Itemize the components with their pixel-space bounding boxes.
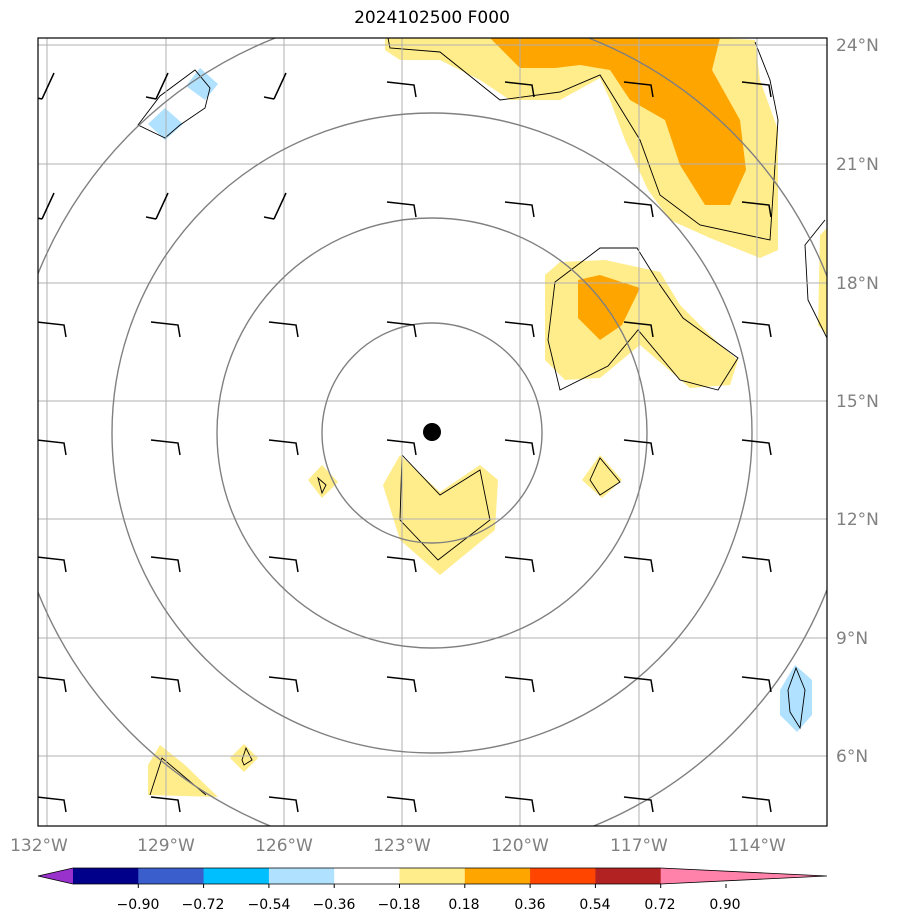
colorbar-tick-label: −0.18	[378, 897, 421, 913]
wind-barb	[623, 676, 654, 693]
colorbar-segment	[595, 868, 662, 884]
colorbar-outline	[37, 867, 828, 885]
wind-barb	[268, 676, 299, 693]
lon-label: 114°W	[728, 836, 786, 856]
wind-barb	[504, 439, 535, 456]
wind-barb	[38, 796, 67, 813]
wind-barb	[504, 81, 535, 98]
wind-barb	[268, 439, 299, 456]
colorbar-tick-label: 0.72	[644, 897, 675, 913]
lat-label: 21°N	[836, 155, 879, 175]
colorbar-tick-label: −0.90	[117, 897, 160, 913]
colorbar-tick-label: 0.90	[709, 897, 740, 913]
colorbar-segment	[138, 868, 205, 884]
colorbar-tick-label: −0.54	[248, 897, 291, 913]
wind-barb	[741, 676, 772, 693]
wind-barbs	[38, 72, 772, 813]
wind-barb	[386, 439, 417, 456]
colorbar-segment	[203, 868, 270, 884]
wind-barb	[741, 81, 772, 98]
colorbar-tick-label: 0.36	[514, 897, 545, 913]
colorbar-extension-high	[660, 868, 827, 884]
wind-barb	[741, 439, 772, 456]
colorbar-segment	[530, 868, 596, 884]
storm-center-marker	[423, 423, 441, 441]
lon-label: 126°W	[255, 836, 313, 856]
wind-barb	[150, 556, 181, 573]
wind-barb	[504, 321, 535, 338]
lon-label: 132°W	[10, 836, 68, 856]
lat-label: 24°N	[836, 36, 879, 56]
colorbar-tick-label: 0.54	[579, 897, 610, 913]
wind-barb	[741, 796, 772, 813]
positive-anomaly-shading	[148, 38, 827, 797]
range-rings	[38, 38, 827, 826]
lat-label: 9°N	[836, 629, 868, 649]
wind-barb	[386, 201, 417, 218]
lat-label: 12°N	[836, 510, 879, 530]
wind-barb	[386, 796, 417, 813]
wind-barb	[268, 556, 299, 573]
lat-label: 15°N	[836, 392, 879, 412]
colorbar-segment	[73, 868, 139, 884]
wind-barb	[386, 676, 417, 693]
wind-barb	[504, 676, 535, 693]
wind-barb	[623, 556, 654, 573]
wind-barb	[386, 321, 417, 338]
wind-barb	[504, 556, 535, 573]
wind-barb	[268, 321, 299, 338]
wind-barb	[263, 72, 287, 100]
lon-label: 129°W	[137, 836, 195, 856]
wind-barb	[504, 201, 535, 218]
colorbar-tick-label: 0.18	[448, 897, 479, 913]
longitude-labels: 132°W 129°W 126°W 123°W 120°W 117°W 114°…	[10, 836, 786, 856]
wind-barb	[386, 556, 417, 573]
wind-barb	[150, 439, 181, 456]
wind-barb	[150, 676, 181, 693]
wind-barb	[623, 321, 654, 338]
colorbar-extension-low	[38, 868, 73, 884]
wind-barb	[386, 81, 417, 98]
colorbar-tick-label: −0.72	[182, 897, 225, 913]
gridlines	[38, 38, 827, 826]
colorbar-segment	[399, 868, 466, 884]
wind-barb	[504, 796, 535, 813]
wind-barb	[145, 72, 169, 100]
wind-barb	[741, 201, 772, 218]
lon-label: 117°W	[610, 836, 668, 856]
colorbar-segment	[334, 868, 400, 884]
wind-barb	[741, 556, 772, 573]
wind-barb	[150, 321, 181, 338]
colorbar-segment	[268, 868, 335, 884]
wind-barb	[38, 192, 55, 220]
map-title: 2024102500 F000	[354, 8, 510, 28]
colorbar	[37, 867, 828, 888]
colorbar-tick-label: −0.36	[313, 897, 356, 913]
wind-barb	[145, 192, 169, 220]
wind-barb	[263, 192, 287, 220]
wind-barb	[38, 72, 55, 100]
lat-label: 18°N	[836, 274, 879, 294]
colorbar-segment	[464, 868, 531, 884]
colorbar-labels: −0.90 −0.72 −0.54 −0.36 −0.18 0.18 0.36 …	[117, 897, 741, 913]
lon-label: 120°W	[491, 836, 549, 856]
map-frame	[37, 37, 828, 827]
wind-barb	[623, 201, 654, 218]
wind-barb	[268, 796, 299, 813]
wind-barb	[623, 81, 654, 98]
wind-barb	[623, 796, 654, 813]
wind-barb	[623, 439, 654, 456]
wind-barb	[38, 439, 67, 456]
lat-label: 6°N	[836, 747, 868, 767]
wind-barb	[38, 556, 67, 573]
wind-barb	[38, 321, 67, 338]
lon-label: 123°W	[373, 836, 431, 856]
wind-barb	[741, 321, 772, 338]
negative-anomaly-shading	[148, 68, 812, 732]
wind-barb	[38, 676, 67, 693]
wind-barb	[150, 796, 181, 813]
latitude-labels: 24°N 21°N 18°N 15°N 12°N 9°N 6°N	[836, 36, 879, 767]
